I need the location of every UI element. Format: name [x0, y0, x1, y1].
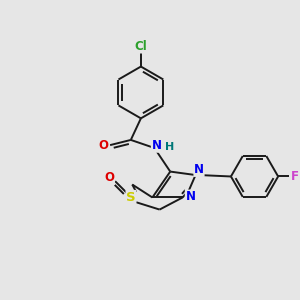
Text: F: F	[291, 170, 299, 183]
Text: S: S	[126, 190, 136, 203]
Text: O: O	[104, 171, 114, 184]
Text: Cl: Cl	[134, 40, 147, 53]
Text: N: N	[194, 164, 204, 176]
Text: N: N	[185, 190, 195, 203]
Text: H: H	[165, 142, 174, 152]
Text: N: N	[152, 139, 161, 152]
Text: O: O	[99, 139, 109, 152]
